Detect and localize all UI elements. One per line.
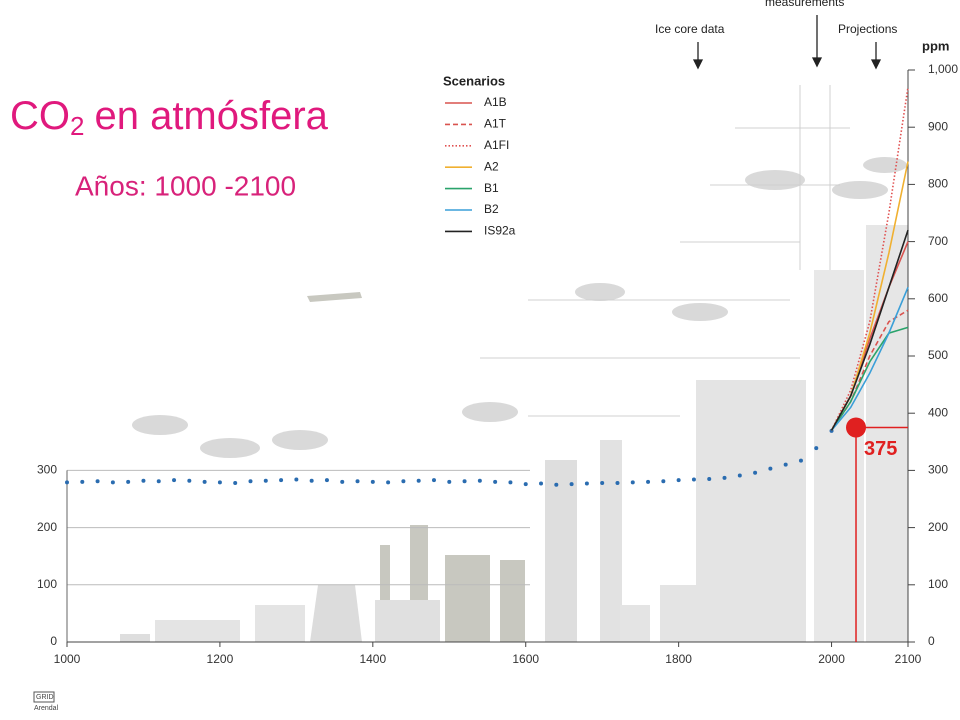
data-point: [416, 478, 421, 483]
data-point: [814, 446, 819, 451]
data-point: [172, 478, 177, 483]
y2-tick-label: 900: [928, 119, 948, 133]
y2-tick-label: 200: [928, 520, 948, 534]
data-point: [630, 480, 635, 485]
legend-title: Scenarios: [443, 73, 505, 88]
decor-lines: [480, 85, 850, 417]
series-line: [830, 287, 909, 431]
annotation: measurements: [765, 0, 844, 9]
data-point: [707, 476, 712, 481]
data-point: [80, 479, 85, 484]
footer: GRID Arendal: [33, 691, 59, 712]
annotation: Ice core data: [655, 22, 725, 36]
data-point: [508, 480, 513, 485]
x-tick-label: 2000: [818, 652, 845, 666]
data-point: [126, 479, 131, 484]
logo-sub: Arendal: [34, 705, 59, 712]
y-tick-label: 100: [37, 577, 57, 591]
y2-tick-label: 0: [928, 634, 935, 648]
data-point: [477, 478, 482, 483]
data-point: [141, 478, 146, 483]
data-point: [217, 480, 222, 485]
x-tick-label: 1000: [54, 652, 81, 666]
data-point: [386, 480, 391, 485]
data-point: [737, 473, 742, 478]
data-point: [309, 478, 314, 483]
data-point: [324, 478, 329, 483]
data-point: [187, 478, 192, 483]
logo-box: [33, 691, 55, 703]
data-point: [370, 479, 375, 484]
x-tick-label: 1800: [665, 652, 692, 666]
data-point: [248, 479, 253, 484]
series-line: [830, 87, 909, 431]
y-tick-label: 300: [37, 463, 57, 477]
y2-tick-label: 700: [928, 234, 948, 248]
data-point: [233, 480, 238, 485]
data-point: [768, 466, 773, 471]
data-point: [691, 477, 696, 482]
data-point: [294, 477, 299, 482]
data-point: [401, 479, 406, 484]
data-point: [355, 479, 360, 484]
series-line: [830, 229, 909, 431]
legend-label: B1: [484, 181, 499, 195]
y2-tick-label: 500: [928, 348, 948, 362]
data-point: [600, 480, 605, 485]
y2-tick-label: 1,000: [928, 62, 958, 76]
data-point: [340, 479, 345, 484]
legend-label: A1T: [484, 117, 507, 131]
marker-dot: [846, 417, 867, 438]
chart-subtitle: Años: 1000 -2100: [75, 170, 296, 201]
y2-tick-label: 300: [928, 463, 948, 477]
data-point: [539, 481, 544, 486]
arrows: [692, 15, 882, 70]
y2-tick-label: 800: [928, 177, 948, 191]
logo: GRID: [36, 694, 54, 701]
y-tick-label: 200: [37, 520, 57, 534]
legend-label: A1B: [484, 95, 507, 109]
data-point: [798, 458, 803, 463]
marker-label: 375: [864, 438, 897, 460]
data-point: [65, 480, 69, 485]
data-point: [431, 478, 436, 483]
y-tick-label: 0: [50, 634, 57, 648]
chart-title: CO2 en atmósfera: [10, 94, 329, 141]
data-point: [661, 479, 666, 484]
legend-label: A2: [484, 159, 499, 173]
data-point: [646, 479, 651, 484]
data-point: [156, 479, 161, 484]
data-point: [722, 475, 727, 480]
x-tick-label: 2100: [895, 652, 922, 666]
x-tick-label: 1200: [207, 652, 234, 666]
unit-label: ppm: [922, 38, 949, 53]
data-point: [110, 480, 115, 485]
data-point: [523, 482, 528, 487]
legend-label: IS92a: [484, 224, 516, 238]
x-tick-label: 1400: [359, 652, 386, 666]
data-point: [263, 478, 268, 483]
x-tick-label: 1600: [512, 652, 539, 666]
data-point: [279, 478, 284, 483]
data-point: [753, 470, 758, 475]
data-point: [202, 479, 207, 484]
data-point: [569, 482, 574, 487]
series-line: [830, 326, 909, 431]
data-point: [783, 462, 788, 467]
y2-tick-label: 600: [928, 291, 948, 305]
data-point: [447, 479, 452, 484]
y2-tick-label: 100: [928, 577, 948, 591]
data-point: [493, 479, 498, 484]
data-point: [584, 481, 589, 486]
data-point: [676, 478, 681, 483]
y2-tick-label: 400: [928, 405, 948, 419]
data-point: [615, 480, 620, 485]
legend-label: A1FI: [484, 138, 509, 152]
data-point: [462, 479, 467, 484]
annotation: Projections: [838, 22, 897, 36]
data-point: [95, 479, 100, 484]
legend-label: B2: [484, 202, 499, 216]
data-point: [554, 482, 559, 487]
